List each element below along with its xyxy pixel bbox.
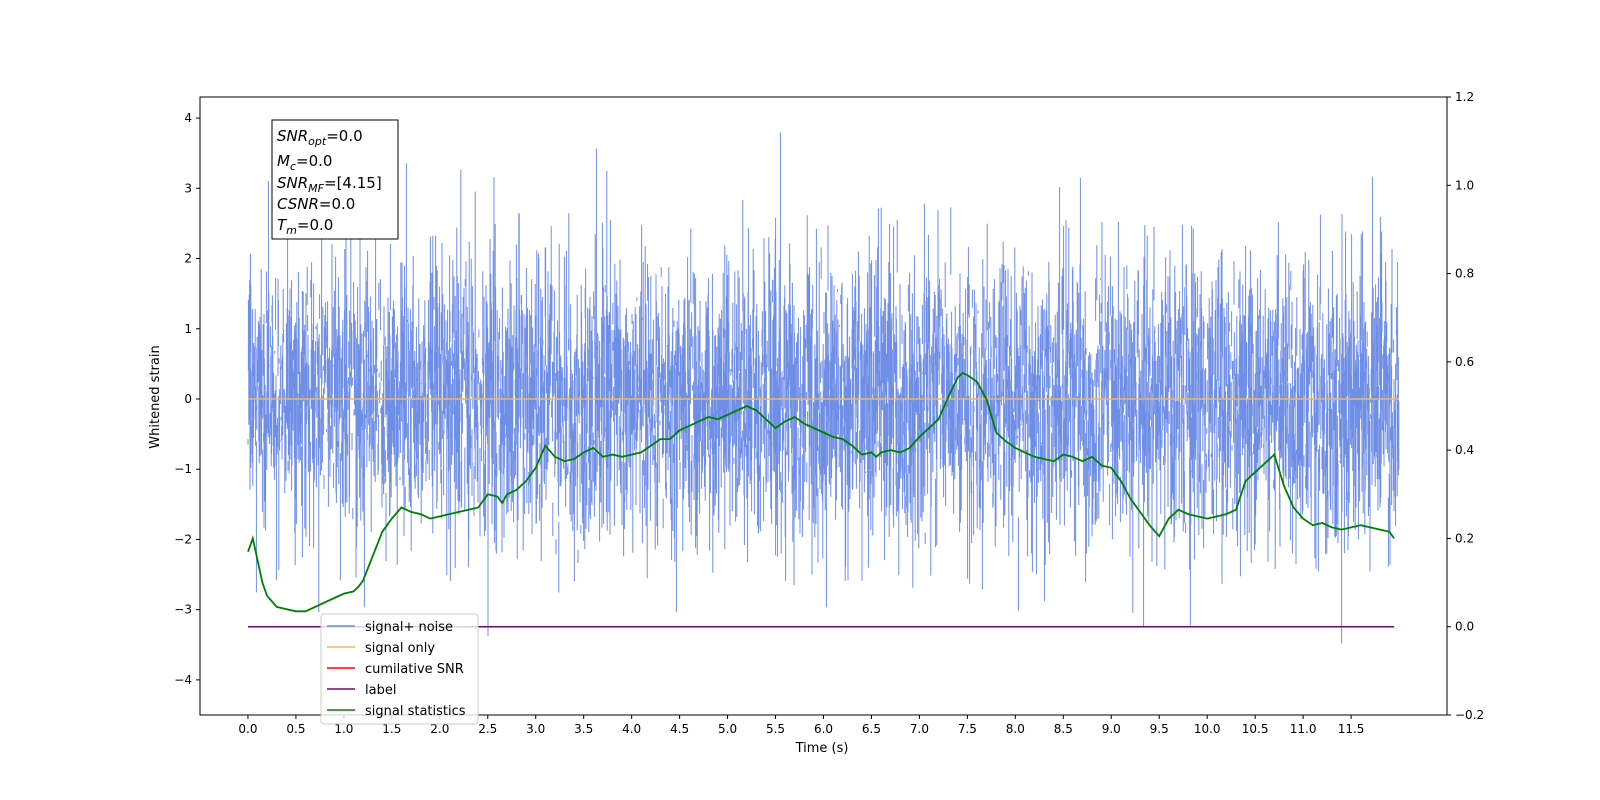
x-tick-label: 10.5: [1242, 722, 1269, 736]
y-tick-label: 1: [184, 322, 192, 336]
y-right-tick-label: 1.2: [1455, 90, 1474, 104]
x-tick-label: 10.0: [1194, 722, 1221, 736]
y-right-tick-label: 0.8: [1455, 267, 1474, 281]
x-tick-label: 3.0: [526, 722, 545, 736]
x-axis-label: Time (s): [795, 741, 849, 756]
x-tick-label: 4.5: [670, 722, 689, 736]
y-tick-label: −1: [174, 462, 192, 476]
y-axis-label: Whitened strain: [148, 345, 163, 448]
x-tick-label: 7.5: [958, 722, 977, 736]
x-tick-label: 0.5: [286, 722, 305, 736]
legend: signal+ noise signal only cumilative SNR la…: [320, 613, 479, 725]
y-tick-label: 2: [184, 252, 192, 266]
x-axis: 0.0 0.5 1.0 1.5 2.0 2.5 3.0 3.5 4.0 4.5 5.0 5.5 6.0 6…: [238, 715, 1364, 736]
x-tick-label: 8.0: [1006, 722, 1025, 736]
x-tick-label: 6.5: [862, 722, 881, 736]
stat-tm: Tm=0.0: [277, 216, 333, 237]
stats-box: SNRopt=0.0 Mc=0.0 SNRMF=[4.15] CSNR=0.0 …: [271, 119, 399, 240]
legend-label-signal-only: signal only: [365, 641, 435, 656]
y-right-tick-label: 0.4: [1455, 443, 1474, 457]
series-signal-statistics: [247, 371, 1395, 613]
legend-label-signal-noise: signal+ noise: [365, 620, 453, 635]
y-axis-right: −0.2 0.0 0.2 0.4 0.6 0.8 1.0 1.2: [1447, 90, 1484, 722]
x-tick-label: 1.0: [334, 722, 353, 736]
y-tick-label: 4: [184, 111, 192, 125]
x-tick-label: 11.5: [1338, 722, 1365, 736]
legend-label-signal-statistics: signal statistics: [365, 704, 466, 719]
legend-frame: [320, 613, 479, 725]
x-tick-label: 8.5: [1054, 722, 1073, 736]
x-tick-label: 11.0: [1290, 722, 1317, 736]
x-tick-label: 9.5: [1150, 722, 1169, 736]
x-tick-label: 0.0: [238, 722, 257, 736]
x-tick-label: 6.0: [814, 722, 833, 736]
y-right-tick-label: 0.0: [1455, 620, 1474, 634]
series-signal-noise: [247, 132, 1400, 644]
x-tick-label: 5.5: [766, 722, 785, 736]
y-axis-left: −4 −3 −2 −1 0 1 2 3 4: [174, 111, 200, 687]
y-tick-label: 3: [184, 181, 192, 195]
x-tick-label: 9.0: [1102, 722, 1121, 736]
stat-csnr: CSNR=0.0: [277, 195, 355, 213]
y-tick-label: −3: [174, 603, 192, 617]
legend-label-label: label: [365, 683, 396, 698]
stat-snr-mf: SNRMF=[4.15]: [277, 174, 382, 195]
stat-mc: Mc=0.0: [277, 152, 332, 173]
x-tick-label: 3.5: [574, 722, 593, 736]
stat-snr-opt: SNRopt=0.0: [277, 127, 363, 148]
series-signal-noise: [247, 132, 1400, 644]
x-tick-label: 2.5: [478, 722, 497, 736]
y-right-tick-label: 0.6: [1455, 355, 1474, 369]
y-right-tick-label: 1.0: [1455, 178, 1474, 192]
stats-box-frame: [271, 119, 399, 240]
y-tick-label: 0: [184, 392, 192, 406]
x-tick-label: 1.5: [382, 722, 401, 736]
y-right-tick-label: −0.2: [1455, 708, 1484, 722]
legend-label-cumilative-snr: cumilative SNR: [365, 662, 464, 677]
y-right-tick-label: 0.2: [1455, 531, 1474, 545]
y-tick-label: −2: [174, 532, 192, 546]
x-tick-label: 4.0: [622, 722, 641, 736]
x-tick-label: 5.0: [718, 722, 737, 736]
x-tick-label: 7.0: [910, 722, 929, 736]
y-tick-label: −4: [174, 673, 192, 687]
x-tick-label: 2.0: [430, 722, 449, 736]
